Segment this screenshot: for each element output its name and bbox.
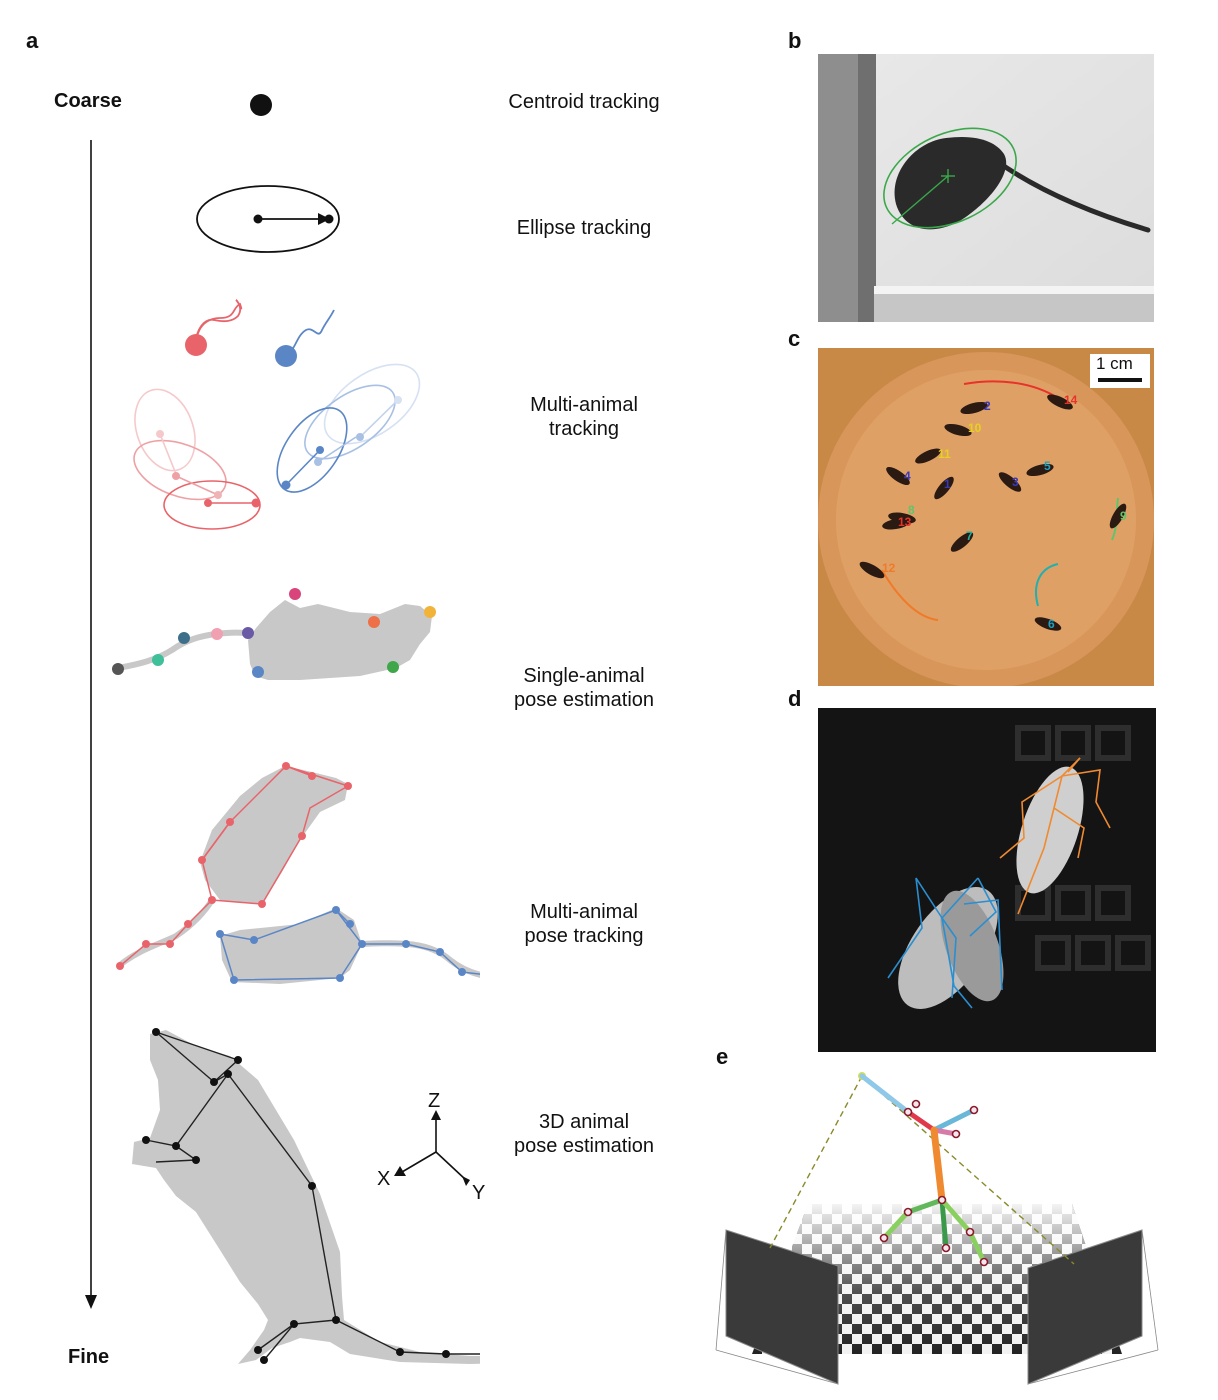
ant-id-6: 6 [1048, 617, 1055, 631]
multi-animal-tracking-label: Multi-animal tracking [464, 393, 704, 441]
scale-bar-label: 1 cm [1096, 354, 1133, 373]
panel-a-letter: a [26, 28, 39, 53]
centroid-dot [250, 94, 272, 116]
label-line: tracking [548, 418, 620, 440]
ant-id-12: 12 [882, 561, 896, 575]
fine-label: Fine [68, 1346, 110, 1368]
ant-id-14: 14 [1064, 393, 1078, 407]
ant-id-9: 9 [1120, 509, 1127, 523]
label-line: pose estimation [513, 1135, 655, 1157]
rearing-rat-3d [132, 1028, 480, 1364]
coarse-to-fine-arrow [85, 140, 97, 1309]
label-line: Single-animal [523, 665, 645, 687]
x-axis-label: X [377, 1168, 391, 1190]
ant-id-4: 4 [904, 469, 911, 483]
ant-id-2: 2 [984, 399, 991, 413]
centroid-tracking-label: Centroid tracking [508, 91, 660, 113]
ant-id-8: 8 [908, 503, 915, 517]
multi-animal-pose-label: Multi-animal pose tracking [464, 900, 704, 948]
label-line: Multi-animal [530, 901, 638, 923]
panel-e-letter: e [716, 1044, 729, 1069]
z-axis-label: Z [428, 1090, 441, 1112]
ant-id-13: 13 [898, 515, 912, 529]
ant-id-5: 5 [1044, 459, 1051, 473]
panel-a-illustrations [112, 94, 480, 1364]
panel-c-letter: c [788, 326, 801, 351]
label-line: Multi-animal [530, 394, 638, 416]
label-line: pose estimation [513, 689, 655, 711]
ellipse-glyph [196, 185, 340, 253]
label-line: pose tracking [524, 925, 644, 947]
pose-3d-label: 3D animal pose estimation [464, 1110, 704, 1158]
ant-id-10: 10 [968, 421, 982, 435]
ant-id-1: 1 [944, 477, 951, 491]
multi-animal-pose-rats [116, 762, 480, 984]
multi-animal-ellipses [133, 363, 421, 530]
panel-b-letter: b [788, 28, 802, 53]
single-animal-rat [112, 588, 436, 680]
panel-e-3d-reconstruction [715, 1072, 1159, 1385]
panel-d-letter: d [788, 686, 802, 711]
ellipse-tracking-label: Ellipse tracking [516, 217, 652, 239]
xyz-axes-icon [394, 1110, 470, 1186]
single-animal-pose-label: Single-animal pose estimation [464, 664, 704, 712]
ant-id-11: 11 [938, 447, 951, 461]
ant-id-3: 3 [1012, 475, 1019, 489]
y-axis-label: Y [472, 1182, 486, 1204]
label-line: 3D animal [538, 1111, 630, 1133]
panel-b-mouse-photo [818, 54, 1154, 322]
ant-id-7: 7 [966, 529, 973, 543]
coarse-label: Coarse [54, 90, 122, 112]
multi-animal-centroids [185, 299, 335, 367]
panel-d-flies-photo [818, 708, 1156, 1052]
